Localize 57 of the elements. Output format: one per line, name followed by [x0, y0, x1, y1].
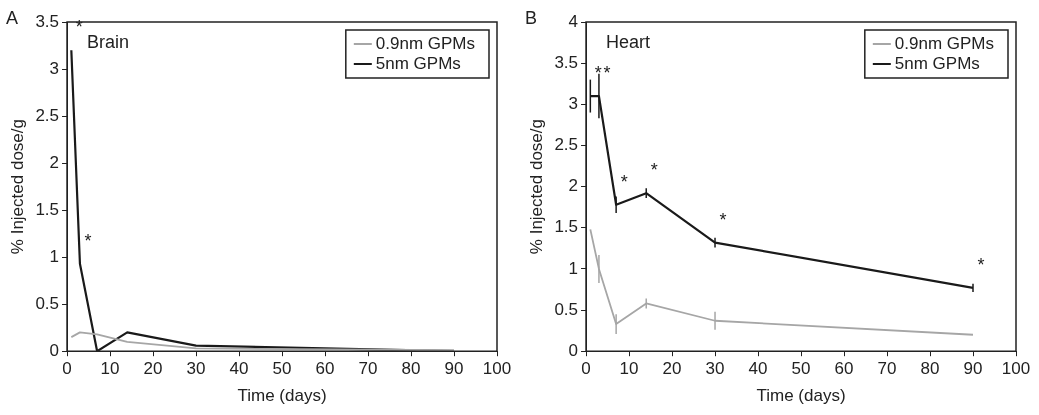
x-tick-label: 60: [315, 359, 335, 379]
y-tick-label: 2.5: [554, 135, 579, 155]
y-tick-label: 2.5: [35, 105, 60, 125]
y-tick-label: 3.5: [35, 11, 60, 31]
x-tick-label: 90: [444, 359, 464, 379]
x-tick-label: 100: [1001, 359, 1031, 379]
y-axis-title: % Injected dose/g: [526, 119, 546, 255]
x-tick-label: 80: [920, 359, 940, 379]
text: A: [6, 7, 19, 28]
y-tick-label: 2: [568, 176, 579, 196]
y-tick-label: 3: [568, 93, 579, 113]
x-tick-label: 10: [619, 359, 639, 379]
y-tick-label: 3.5: [554, 52, 579, 72]
text: Heart: [606, 31, 651, 52]
x-tick-label: 70: [877, 359, 897, 379]
annotation: *: [84, 230, 92, 251]
y-tick-label: 1.5: [35, 199, 60, 219]
y-tick-label: 0: [49, 340, 60, 360]
annotation: *: [620, 171, 628, 192]
y-tick-label: 1.5: [554, 217, 579, 237]
x-tick-label: 100: [482, 359, 512, 379]
y-axis-title: % Injected dose/g: [7, 119, 27, 255]
annotation: *: [594, 63, 602, 84]
x-tick-label: 90: [963, 359, 983, 379]
legend-label: 0.9nm GPMs: [894, 33, 995, 53]
annotation: *: [977, 254, 985, 275]
y-tick-label: 2: [49, 152, 60, 172]
x-tick-label: 60: [834, 359, 854, 379]
x-tick-label: 70: [358, 359, 378, 379]
x-axis-title: Time (days): [756, 386, 846, 406]
text: Brain: [87, 31, 130, 52]
x-tick-label: 80: [401, 359, 421, 379]
x-tick-label: 40: [229, 359, 249, 379]
x-axis-title: Time (days): [237, 386, 327, 406]
x-tick-label: 30: [705, 359, 725, 379]
x-tick-label: 50: [791, 359, 811, 379]
x-tick-label: 10: [100, 359, 120, 379]
annotation: *: [719, 209, 727, 230]
legend-label: 0.9nm GPMs: [375, 33, 476, 53]
x-tick-label: 50: [272, 359, 292, 379]
y-tick-label: 1: [49, 246, 60, 266]
y-tick-label: 0: [568, 340, 579, 360]
legend-label: 5nm GPMs: [894, 53, 980, 73]
x-tick-label: 20: [143, 359, 163, 379]
text: B: [525, 7, 538, 28]
x-tick-label: 20: [662, 359, 682, 379]
y-tick-label: 0.5: [554, 299, 579, 319]
y-tick-label: 0.5: [35, 293, 60, 313]
annotation: *: [75, 17, 83, 38]
y-tick-label: 3: [49, 58, 60, 78]
x-tick-label: 40: [748, 359, 768, 379]
y-tick-label: 1: [568, 258, 579, 278]
annotation: *: [603, 63, 611, 84]
y-tick-label: 4: [568, 11, 579, 31]
legend-label: 5nm GPMs: [375, 53, 461, 73]
annotation: *: [650, 160, 658, 181]
x-tick-label: 30: [186, 359, 206, 379]
